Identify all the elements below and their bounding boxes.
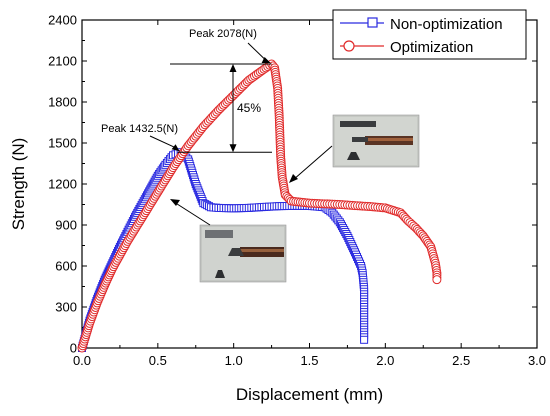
peak-optimization-arrow	[247, 42, 267, 62]
difference-annotation: 45%	[170, 63, 272, 153]
dimension-arrow-up	[229, 64, 237, 73]
series-layer	[77, 59, 442, 353]
legend-box	[332, 9, 527, 60]
photo-non-optimization-pointer-head	[170, 199, 180, 206]
photo-non-optimization-pointer	[173, 201, 211, 226]
y-tick-label: 900	[55, 218, 77, 233]
x-tick-label: 2.0	[376, 353, 394, 368]
legend-label-non-optimization: Non-optimization	[390, 16, 503, 33]
x-axis: 0.0 0.5 1.0 1.5 2.0 2.5 3.0	[73, 20, 546, 368]
x-tick-label: 0.0	[73, 353, 91, 368]
specimen-photo-non-optimization	[199, 224, 287, 283]
peak-optimization-arrowhead	[261, 57, 271, 64]
x-axis-title: Displacement (mm)	[236, 385, 383, 404]
specimen-photo-optimization	[332, 114, 420, 168]
y-tick-label: 1200	[48, 177, 77, 192]
peak-non-optimization-label: Peak 1432.5(N)	[101, 123, 178, 135]
y-tick-label: 600	[55, 259, 77, 274]
x-tick-label: 1.0	[225, 353, 243, 368]
x-tick-label: 2.5	[452, 353, 470, 368]
photo-optimization-pointer	[292, 145, 333, 181]
legend-label-optimization: Optimization	[390, 39, 473, 56]
x-tick-label: 0.5	[149, 353, 167, 368]
data-point	[360, 335, 369, 344]
y-axis: 0 300 600 900 1200 1500 1800 2100 2400	[48, 13, 537, 356]
photo-optimization-pointer-head	[289, 174, 298, 183]
y-tick-label: 1500	[48, 136, 77, 151]
x-tick-label: 3.0	[528, 353, 546, 368]
series-optimization	[77, 59, 442, 353]
difference-percent-label: 45%	[237, 101, 261, 115]
legend-marker-optimization	[343, 40, 355, 52]
peak-non-optimization-arrow	[149, 135, 177, 149]
peak-optimization-label: Peak 2078(N)	[189, 28, 257, 40]
dimension-arrow-down	[229, 144, 237, 153]
x-tick-label: 1.5	[300, 353, 318, 368]
y-tick-label: 2100	[48, 54, 77, 69]
peak-non-optimization-arrowhead	[171, 144, 180, 152]
data-point	[432, 275, 442, 285]
y-tick-label: 1800	[48, 95, 77, 110]
legend-marker-non-optimization	[367, 17, 378, 28]
y-axis-title: Strength (N)	[9, 138, 28, 231]
legend: Non-optimization Optimization	[332, 9, 527, 60]
y-tick-label: 300	[55, 300, 77, 315]
y-tick-label: 2400	[48, 13, 77, 28]
y-tick-label: 0	[70, 341, 77, 356]
